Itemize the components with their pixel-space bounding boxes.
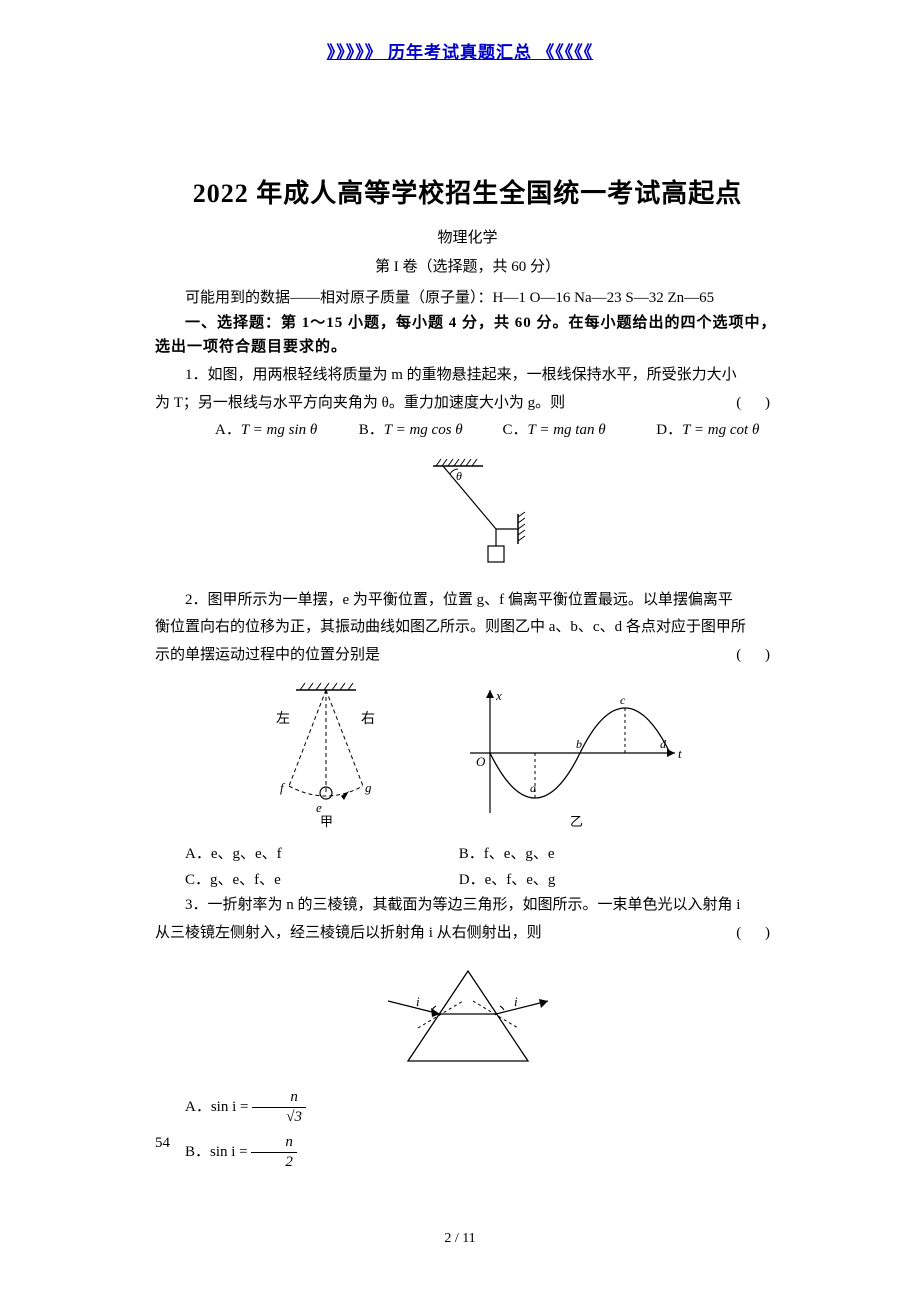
svg-text:i: i bbox=[416, 994, 420, 1009]
q1-answer-paren: ( ) bbox=[736, 391, 780, 417]
q2-text-line3-pre: 示的单摆运动过程中的位置分别是 bbox=[155, 647, 380, 663]
q2-optA: A．e、g、e、f bbox=[155, 842, 455, 868]
svg-text:乙: 乙 bbox=[570, 814, 583, 828]
q2-answer-paren: ( ) bbox=[736, 643, 780, 669]
q2-options-row1: A．e、g、e、f B．f、e、g、e bbox=[155, 842, 780, 868]
q2-text-line3: 示的单摆运动过程中的位置分别是 ( ) bbox=[155, 643, 780, 669]
main-title: 2022 年成人高等学校招生全国统一考试高起点 bbox=[155, 173, 780, 210]
q1-optD: D．T = mg cot θ bbox=[626, 418, 759, 444]
q2-fig-left: 左 右 f g e 甲 bbox=[246, 678, 406, 828]
q2-figures: 左 右 f g e 甲 x t O a b c d bbox=[155, 678, 780, 828]
q2-options-row2: C．g、e、f、e D．e、f、e、g bbox=[155, 868, 780, 894]
q1-options: A．T = mg sin θ B．T = mg cos θ C．T = mg t… bbox=[155, 418, 780, 444]
q1-text-line2-pre: 为 T；另一根线与水平方向夹角为 θ。重力加速度大小为 g。则 bbox=[155, 395, 565, 411]
q2-text-line1: 2．图甲所示为一单摆，e 为平衡位置，位置 g、f 偏离平衡位置最远。以单摆偏离… bbox=[155, 588, 780, 614]
page-content: 2022 年成人高等学校招生全国统一考试高起点 物理化学 第 I 卷（选择题，共… bbox=[0, 63, 920, 1170]
q1-text-line1: 1．如图，用两根轻线将质量为 m 的重物悬挂起来，一根线保持水平，所受张力大小 bbox=[155, 363, 780, 389]
svg-text:g: g bbox=[365, 780, 372, 795]
svg-text:右: 右 bbox=[361, 711, 375, 727]
svg-text:c: c bbox=[620, 693, 626, 707]
q2-optD: D．e、f、e、g bbox=[459, 868, 759, 894]
header-link[interactable]: 》》》》》 历年考试真题汇总 《《《《《 bbox=[0, 0, 920, 63]
svg-text:d: d bbox=[660, 737, 667, 751]
q1-text-line2: 为 T；另一根线与水平方向夹角为 θ。重力加速度大小为 g。则 ( ) bbox=[155, 391, 780, 417]
q1-figure: θ bbox=[155, 454, 780, 574]
svg-text:e: e bbox=[316, 800, 322, 815]
svg-text:左: 左 bbox=[276, 711, 290, 727]
subject-subtitle: 物理化学 bbox=[155, 226, 780, 247]
q1-optC: C．T = mg tan θ bbox=[473, 418, 623, 444]
svg-text:i: i bbox=[514, 994, 518, 1009]
q1-fig-theta: θ bbox=[456, 469, 462, 483]
page-number-left: 54 bbox=[155, 1135, 170, 1152]
svg-text:t: t bbox=[678, 746, 682, 761]
q1-optB: B．T = mg cos θ bbox=[329, 418, 469, 444]
q3-text-line1: 3．一折射率为 n 的三棱镜，其截面为等边三角形，如图所示。一束单色光以入射角 … bbox=[155, 893, 780, 919]
q3-answer-paren: ( ) bbox=[736, 921, 780, 947]
q3-optB: B．sin i = n2 bbox=[155, 1135, 780, 1170]
q2-text-line2: 衡位置向右的位移为正，其振动曲线如图乙所示。则图乙中 a、b、c、d 各点对应于… bbox=[155, 615, 780, 641]
q3-optA: A．sin i = n√3 bbox=[155, 1090, 780, 1125]
section-instructions: 一、选择题：第 1～15 小题，每小题 4 分，共 60 分。在每小题给出的四个… bbox=[155, 311, 780, 359]
q3-text-line2: 从三棱镜左侧射入，经三棱镜后以折射角 i 从右侧射出，则 ( ) bbox=[155, 921, 780, 947]
atomic-mass-data: 可能用到的数据——相对原子质量（原子量）：H—1 O—16 Na—23 S—32… bbox=[155, 286, 780, 307]
footer-page-number: 2 / 11 bbox=[0, 1231, 920, 1247]
q2-optC: C．g、e、f、e bbox=[155, 868, 455, 894]
svg-text:甲: 甲 bbox=[320, 814, 333, 828]
svg-text:x: x bbox=[495, 688, 502, 703]
svg-text:b: b bbox=[576, 737, 582, 751]
q3-text-line2-pre: 从三棱镜左侧射入，经三棱镜后以折射角 i 从右侧射出，则 bbox=[155, 925, 542, 941]
svg-text:O: O bbox=[476, 754, 486, 769]
section-label: 第 I 卷（选择题，共 60 分） bbox=[155, 255, 780, 276]
q3-figure: i i bbox=[155, 956, 780, 1076]
q1-optA: A．T = mg sin θ bbox=[185, 418, 325, 444]
q2-fig-right: x t O a b c d 乙 bbox=[440, 678, 690, 828]
q2-optB: B．f、e、g、e bbox=[459, 842, 759, 868]
svg-text:f: f bbox=[280, 780, 286, 795]
